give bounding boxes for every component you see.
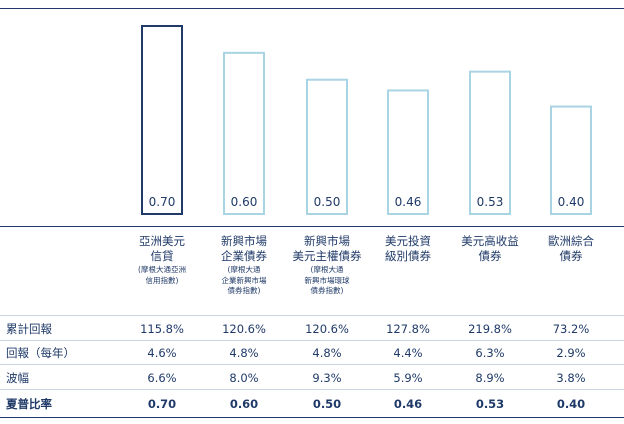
category-sublabel: (摩根大通亞洲 信用指數) [138,265,186,285]
table-rule [0,340,624,341]
table-cell: 6.3% [475,346,505,360]
table-cell: 0.40 [556,397,586,411]
table-cell: 9.3% [312,371,342,385]
table-cell: 3.8% [556,371,586,385]
row-label: 回報（每年） [6,346,75,360]
table-cell: 4.8% [229,346,259,360]
table-cell: 0.50 [312,397,342,411]
table-cell: 0.46 [393,397,423,411]
table-cell: 0.70 [147,397,177,411]
table-cell: 0.53 [475,397,505,411]
bar-value-label: 0.40 [558,195,585,209]
table-row: 累計回報 115.8% 120.6% 120.6% 127.8% 219.8% 73.2% [0,318,624,340]
table-cell: 115.8% [140,322,184,336]
bar [141,25,183,215]
table-cell: 4.6% [147,346,177,360]
table-row: 波幅 6.6% 8.0% 9.3% 5.9% 8.9% 3.8% [0,367,624,389]
category-label: 歐洲綜合 債券 [548,234,594,263]
category-label: 亞洲美元 信貸 [139,234,185,263]
table-cell: 127.8% [386,322,430,336]
bar [387,89,429,215]
bar-chart: 0.70 0.60 0.50 0.46 0.53 0.40 [0,8,624,227]
bar-value-label: 0.53 [477,195,504,209]
bar [550,105,592,215]
table-cell: 73.2% [552,322,590,336]
table-rule [0,389,624,390]
table-cell: 8.9% [475,371,505,385]
bar-value-label: 0.46 [395,195,422,209]
table-cell: 0.60 [229,397,259,411]
table-row: 夏普比率 0.70 0.60 0.50 0.46 0.53 0.40 [0,393,624,415]
table-cell: 8.0% [229,371,259,385]
table-rule [0,315,624,316]
bar-value-label: 0.70 [149,195,176,209]
row-label: 波幅 [6,371,29,385]
category-sublabel: (摩根大通 企業新興市場 債券指數) [221,265,267,295]
bar-value-label: 0.60 [231,195,258,209]
table-cell: 120.6% [305,322,349,336]
bar [469,70,511,215]
table-rule [0,417,624,418]
table-cell: 4.4% [393,346,423,360]
category-label: 美元高收益 債券 [461,234,519,263]
category-label: 美元投資 級別債券 [385,234,431,263]
table-cell: 219.8% [468,322,512,336]
table-rule [0,364,624,365]
table-cell: 5.9% [393,371,423,385]
table-cell: 6.6% [147,371,177,385]
bar [306,78,348,216]
category-label: 新興市場 美元主權債券 [292,234,362,263]
category-sublabel: (摩根大通 新興市場環球 債券指數) [304,265,350,295]
table-cell: 120.6% [222,322,266,336]
bar-value-label: 0.50 [314,195,341,209]
row-label: 累計回報 [6,322,52,336]
row-label: 夏普比率 [6,397,52,411]
table-row: 回報（每年） 4.6% 4.8% 4.8% 4.4% 6.3% 2.9% [0,342,624,364]
category-label: 新興市場 企業債券 [221,234,267,263]
table-cell: 2.9% [556,346,586,360]
table-cell: 4.8% [312,346,342,360]
bar [223,51,265,215]
